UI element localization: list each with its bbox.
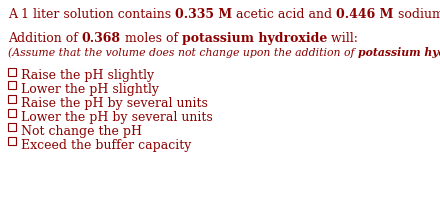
Text: Raise the pH by several units: Raise the pH by several units	[21, 97, 208, 110]
Text: Raise the pH slightly: Raise the pH slightly	[21, 69, 154, 82]
Text: Not change the pH: Not change the pH	[21, 125, 142, 138]
Text: (Assume that the volume does not change upon the addition of: (Assume that the volume does not change …	[8, 47, 358, 58]
Text: potassium hydroxide: potassium hydroxide	[358, 47, 440, 58]
Text: A 1 liter solution contains: A 1 liter solution contains	[8, 8, 175, 21]
Text: Addition of: Addition of	[8, 32, 82, 45]
Text: 0.335 M: 0.335 M	[175, 8, 232, 21]
Text: Lower the pH by several units: Lower the pH by several units	[21, 111, 213, 124]
Text: 0.368: 0.368	[82, 32, 121, 45]
Text: Exceed the buffer capacity: Exceed the buffer capacity	[21, 139, 191, 152]
Text: acetic acid and: acetic acid and	[232, 8, 336, 21]
Text: will:: will:	[327, 32, 358, 45]
Text: moles of: moles of	[121, 32, 182, 45]
Text: sodium acetate.: sodium acetate.	[394, 8, 440, 21]
Text: potassium hydroxide: potassium hydroxide	[182, 32, 327, 45]
Text: Lower the pH slightly: Lower the pH slightly	[21, 83, 159, 96]
Text: 0.446 M: 0.446 M	[336, 8, 394, 21]
